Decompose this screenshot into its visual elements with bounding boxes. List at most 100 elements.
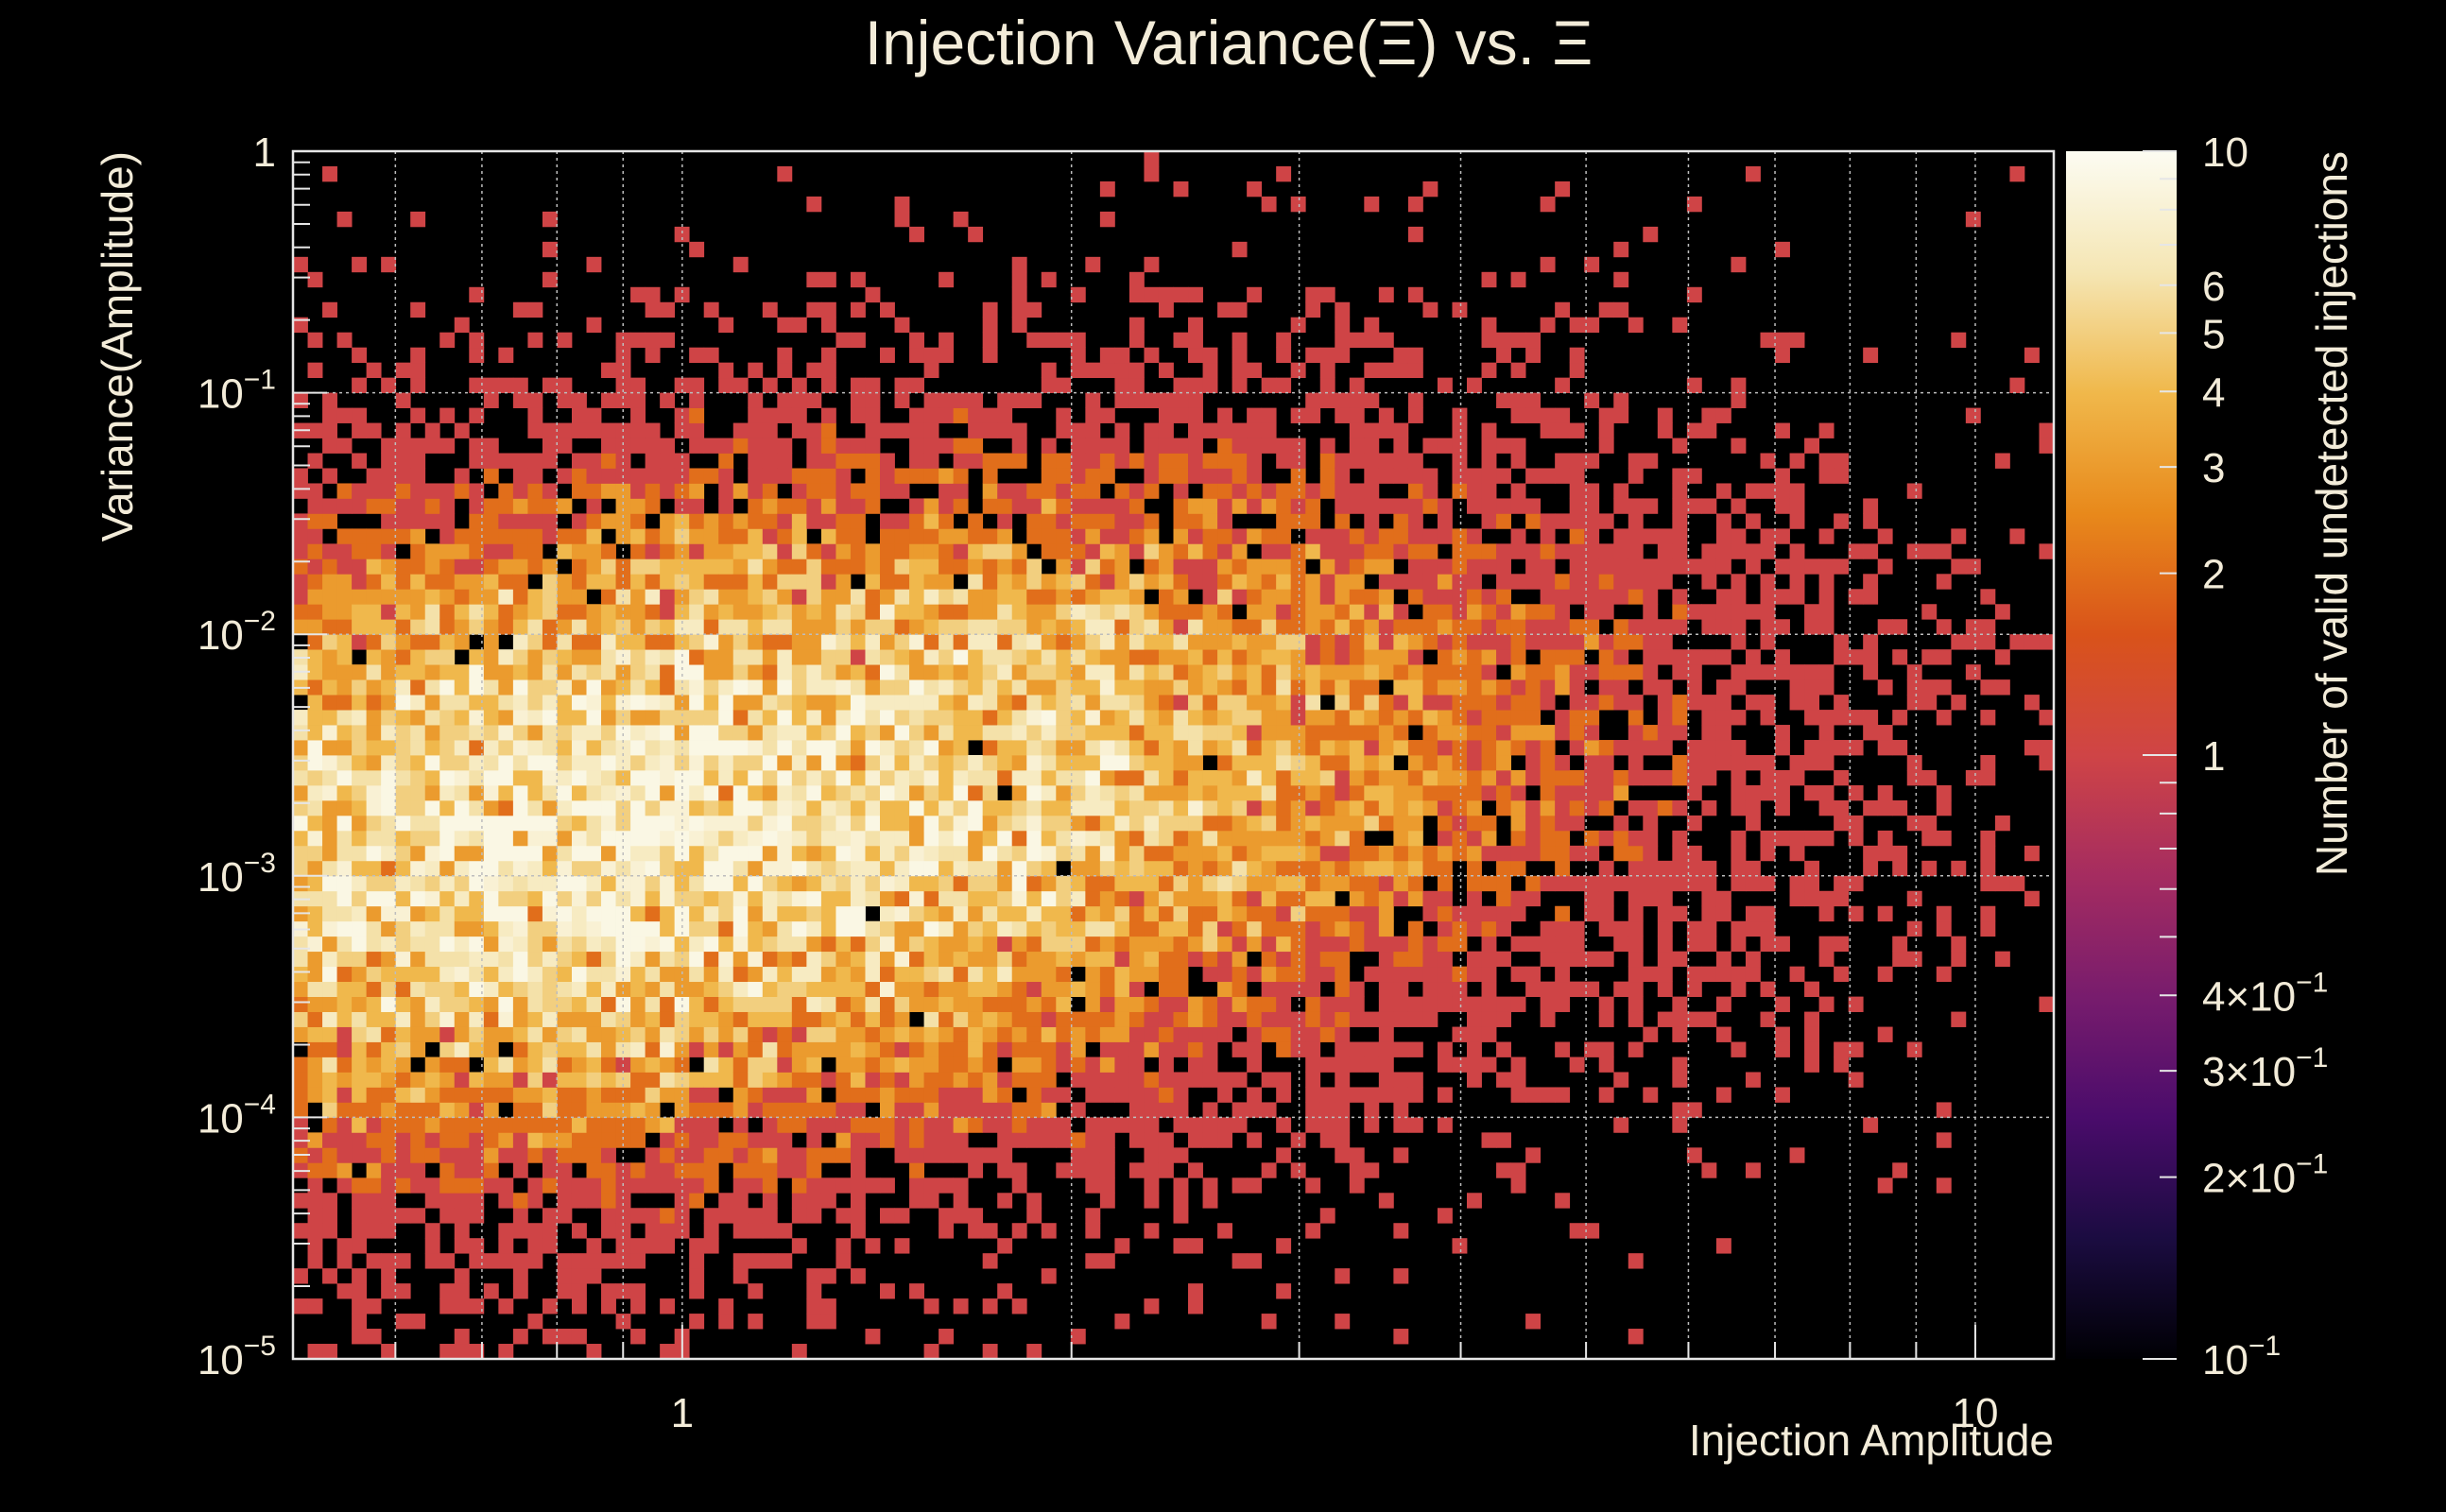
heatmap-cell bbox=[850, 860, 866, 877]
heatmap-cell bbox=[1144, 483, 1160, 499]
heatmap-cell bbox=[512, 453, 528, 469]
heatmap-cell bbox=[791, 1193, 807, 1209]
heatmap-cell bbox=[806, 966, 822, 983]
heatmap-cell bbox=[1217, 784, 1232, 801]
heatmap-cell bbox=[1525, 407, 1542, 423]
heatmap-cell bbox=[1452, 755, 1468, 771]
heatmap-cell bbox=[1056, 407, 1072, 423]
heatmap-cell bbox=[850, 483, 866, 499]
heatmap-cell bbox=[703, 664, 719, 680]
heatmap-cell bbox=[1701, 890, 1717, 907]
heatmap-cell bbox=[1775, 936, 1790, 953]
heatmap-cell bbox=[748, 966, 764, 983]
heatmap-cell bbox=[1099, 1117, 1115, 1133]
heatmap-cell bbox=[1407, 860, 1423, 877]
heatmap-cell bbox=[703, 830, 719, 847]
heatmap-cell bbox=[410, 347, 426, 364]
heatmap-cell bbox=[352, 845, 368, 862]
heatmap-cell bbox=[1290, 966, 1306, 983]
heatmap-cell bbox=[1173, 695, 1189, 711]
heatmap-cell bbox=[806, 1132, 822, 1148]
heatmap-cell bbox=[1760, 755, 1776, 771]
heatmap-cell bbox=[1393, 695, 1409, 711]
heatmap-cell bbox=[1569, 619, 1585, 635]
heatmap-cell bbox=[483, 860, 499, 877]
heatmap-cell bbox=[1598, 695, 1614, 711]
heatmap-cell bbox=[1437, 498, 1453, 514]
heatmap-cell bbox=[1114, 1087, 1130, 1103]
heatmap-cell bbox=[718, 1314, 734, 1330]
heatmap-cell bbox=[424, 830, 440, 847]
heatmap-cell bbox=[1335, 589, 1351, 605]
heatmap-cell bbox=[395, 604, 411, 620]
heatmap-cell bbox=[322, 438, 337, 454]
heatmap-cell bbox=[1834, 936, 1850, 953]
heatmap-cell bbox=[939, 634, 955, 650]
heatmap-cell bbox=[718, 634, 734, 650]
heatmap-cell bbox=[982, 1041, 998, 1057]
heatmap-cell bbox=[1247, 604, 1263, 620]
heatmap-cell bbox=[909, 1283, 924, 1299]
heatmap-cell bbox=[586, 574, 602, 590]
heatmap-cell bbox=[982, 1026, 998, 1042]
heatmap-cell bbox=[1276, 589, 1292, 605]
heatmap-cell bbox=[1144, 422, 1160, 438]
heatmap-cell bbox=[923, 1057, 939, 1073]
heatmap-cell bbox=[1686, 815, 1702, 832]
heatmap-cell bbox=[630, 332, 646, 349]
heatmap-cell bbox=[923, 1344, 939, 1360]
heatmap-cell bbox=[1364, 196, 1380, 213]
heatmap-cell bbox=[1085, 996, 1101, 1012]
heatmap-cell bbox=[674, 981, 690, 997]
heatmap-cell bbox=[454, 951, 470, 968]
heatmap-cell bbox=[1202, 498, 1218, 514]
heatmap-cell bbox=[424, 981, 440, 997]
heatmap-cell bbox=[1144, 1147, 1160, 1163]
heatmap-cell bbox=[1452, 664, 1468, 680]
heatmap-cell bbox=[1114, 574, 1130, 590]
heatmap-cell bbox=[732, 649, 749, 665]
heatmap-cell bbox=[410, 860, 426, 877]
heatmap-cell bbox=[1584, 875, 1600, 892]
heatmap-cell bbox=[1070, 1011, 1086, 1027]
heatmap-cell bbox=[791, 1344, 807, 1360]
heatmap-cell bbox=[850, 377, 866, 393]
heatmap-cell bbox=[1070, 543, 1086, 559]
heatmap-cell bbox=[718, 815, 734, 832]
heatmap-cell bbox=[542, 1041, 558, 1057]
heatmap-cell bbox=[1349, 1147, 1365, 1163]
heatmap-cell bbox=[630, 604, 646, 620]
heatmap-cell bbox=[1070, 860, 1086, 877]
heatmap-cell bbox=[660, 634, 676, 650]
heatmap-cell bbox=[1217, 619, 1232, 635]
heatmap-cell bbox=[1452, 799, 1468, 816]
heatmap-cell bbox=[939, 784, 955, 801]
heatmap-cell bbox=[469, 1147, 485, 1163]
heatmap-cell bbox=[865, 574, 881, 590]
heatmap-cell bbox=[454, 1223, 470, 1239]
heatmap-cell bbox=[630, 905, 646, 922]
heatmap-cell bbox=[791, 951, 807, 968]
heatmap-cell bbox=[1378, 799, 1394, 816]
heatmap-cell bbox=[1701, 407, 1717, 423]
heatmap-cell bbox=[601, 740, 616, 756]
heatmap-cell bbox=[777, 498, 793, 514]
heatmap-cell bbox=[1011, 769, 1027, 786]
heatmap-cell bbox=[660, 604, 676, 620]
heatmap-cell bbox=[1540, 1011, 1556, 1027]
heatmap-cell bbox=[718, 619, 734, 635]
heatmap-cell bbox=[732, 830, 749, 847]
heatmap-cell bbox=[1804, 1011, 1819, 1027]
heatmap-cell bbox=[850, 589, 866, 605]
heatmap-cell bbox=[615, 558, 631, 575]
heatmap-cell bbox=[1525, 1087, 1542, 1103]
heatmap-cell bbox=[997, 1162, 1013, 1178]
heatmap-cell bbox=[1467, 1041, 1482, 1057]
heatmap-cell bbox=[718, 1132, 734, 1148]
heatmap-cell bbox=[1232, 301, 1248, 318]
heatmap-cell bbox=[762, 1132, 778, 1148]
heatmap-cell bbox=[703, 920, 719, 937]
heatmap-cell bbox=[1760, 920, 1776, 937]
heatmap-cell bbox=[806, 1102, 822, 1118]
heatmap-cell bbox=[366, 740, 382, 756]
